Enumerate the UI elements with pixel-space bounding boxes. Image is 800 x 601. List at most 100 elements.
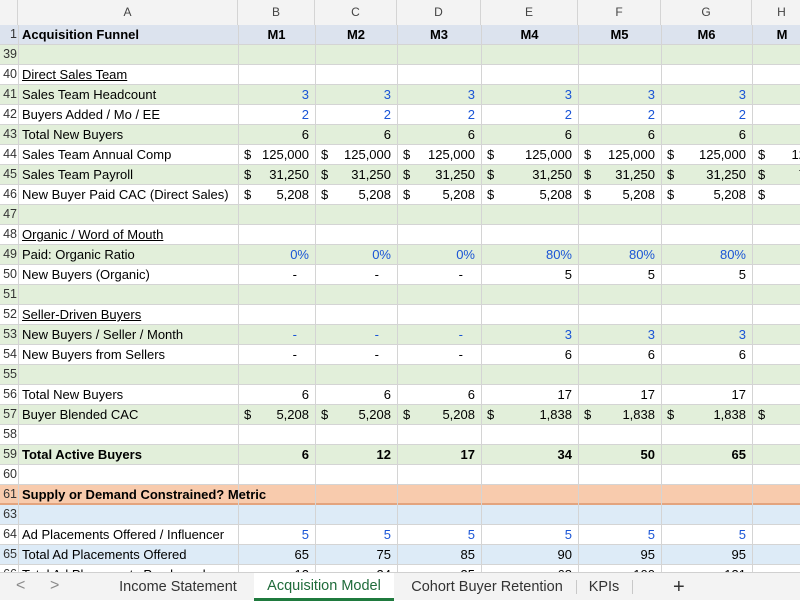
value-cell[interactable]: 6 — [238, 385, 315, 404]
tab-acquisition-model[interactable]: Acquisition Model — [254, 573, 394, 601]
column-header-h[interactable]: H — [752, 0, 800, 25]
value-cell[interactable]: 100 — [578, 565, 661, 572]
month-header[interactable]: M6 — [697, 27, 716, 42]
value-cell[interactable]: $7 — [752, 165, 800, 184]
row-number[interactable]: 59 — [3, 447, 17, 461]
value-cell[interactable]: 5 — [661, 525, 752, 544]
value-cell[interactable]: 34 — [481, 445, 578, 464]
value-cell[interactable]: $5,208 — [397, 405, 481, 424]
column-header-d[interactable]: D — [397, 0, 481, 25]
row-label[interactable] — [22, 505, 236, 524]
prev-sheet-icon[interactable]: < — [16, 577, 26, 594]
value-cell[interactable]: 85 — [397, 545, 481, 564]
value-cell[interactable]: 6 — [238, 445, 315, 464]
row-number[interactable]: 50 — [3, 267, 17, 281]
value-cell[interactable]: $5,208 — [578, 185, 661, 204]
row-number[interactable]: 54 — [3, 347, 17, 361]
month-header[interactable]: M2 — [346, 27, 366, 42]
value-cell[interactable]: 80% — [661, 245, 752, 264]
value-cell[interactable]: 6 — [481, 345, 578, 364]
value-cell[interactable]: 5 — [481, 265, 578, 284]
value-cell[interactable]: 80% — [481, 245, 578, 264]
value-cell[interactable]: 2 — [578, 105, 661, 124]
value-cell[interactable]: 3 — [315, 85, 397, 104]
value-cell[interactable]: 2 — [238, 105, 315, 124]
row-label[interactable]: Total Ad Placements Purchased — [22, 565, 236, 572]
value-cell[interactable]: 3 — [238, 85, 315, 104]
value-cell[interactable]: 3 — [578, 325, 661, 344]
value-cell[interactable]: $5,208 — [315, 185, 397, 204]
value-cell[interactable]: 68 — [481, 565, 578, 572]
row-label[interactable]: Sales Team Annual Comp — [22, 147, 172, 162]
tab-income-statement[interactable]: Income Statement — [119, 579, 237, 595]
column-header-g[interactable]: G — [661, 0, 752, 25]
row-label[interactable]: Buyer Blended CAC — [22, 407, 139, 422]
value-cell[interactable]: $ — [752, 405, 800, 424]
value-cell[interactable]: 2 — [661, 105, 752, 124]
value-cell[interactable]: 131 — [661, 565, 752, 572]
select-all-corner[interactable] — [0, 0, 18, 25]
row-label[interactable]: Ad Placements Offered / Influencer — [22, 527, 225, 542]
row-number[interactable]: 53 — [3, 327, 17, 341]
row-label[interactable]: Sales Team Payroll — [22, 167, 134, 182]
value-cell[interactable]: 6 — [315, 385, 397, 404]
value-cell[interactable]: 12 — [238, 565, 315, 572]
value-cell[interactable]: 5 — [481, 525, 578, 544]
value-cell[interactable]: $ — [752, 185, 800, 204]
row-number[interactable]: 64 — [3, 527, 17, 541]
value-cell[interactable]: 0% — [238, 245, 315, 264]
month-header[interactable]: M5 — [610, 27, 629, 42]
row-number[interactable]: 39 — [3, 47, 17, 61]
value-cell[interactable]: 17 — [661, 385, 752, 404]
value-cell[interactable]: $31,250 — [661, 165, 752, 184]
value-cell[interactable]: 5 — [397, 525, 481, 544]
value-cell[interactable]: 12 — [315, 445, 397, 464]
row-label[interactable]: Total New Buyers — [22, 387, 124, 402]
row-number[interactable]: 41 — [3, 87, 17, 101]
value-cell[interactable]: 3 — [397, 85, 481, 104]
row-label[interactable] — [22, 365, 236, 384]
value-cell[interactable]: 65 — [238, 545, 315, 564]
row-number[interactable]: 42 — [3, 107, 17, 121]
next-sheet-icon[interactable]: > — [50, 577, 60, 594]
value-cell[interactable]: $125,000 — [238, 145, 315, 164]
value-cell[interactable]: $31,250 — [578, 165, 661, 184]
value-cell[interactable]: 6 — [315, 125, 397, 144]
row-number[interactable]: 44 — [3, 147, 17, 161]
row-label[interactable]: Sales Team Headcount — [22, 87, 157, 102]
row-number[interactable]: 58 — [3, 427, 17, 441]
month-header[interactable]: M1 — [267, 27, 286, 42]
value-cell[interactable]: $1,838 — [578, 405, 661, 424]
row-label[interactable]: Seller-Driven Buyers — [22, 307, 142, 322]
value-cell[interactable]: - — [238, 345, 315, 364]
value-cell[interactable]: - — [397, 265, 481, 284]
row-number[interactable]: 65 — [3, 547, 17, 561]
row-number[interactable]: 61 — [3, 487, 17, 501]
value-cell[interactable]: 95 — [661, 545, 752, 564]
value-cell[interactable]: 35 — [397, 565, 481, 572]
value-cell[interactable]: $5,208 — [481, 185, 578, 204]
value-cell[interactable]: 65 — [661, 445, 752, 464]
value-cell[interactable]: - — [397, 325, 481, 344]
add-sheet-icon[interactable]: + — [673, 576, 685, 598]
row-label[interactable] — [22, 205, 236, 224]
tab-kpis[interactable]: KPIs — [588, 579, 620, 595]
row-number[interactable]: 66 — [0, 565, 17, 572]
month-header[interactable]: M3 — [429, 27, 449, 42]
value-cell[interactable]: 6 — [397, 385, 481, 404]
value-cell[interactable]: 95 — [578, 545, 661, 564]
value-cell[interactable]: 6 — [578, 125, 661, 144]
value-cell[interactable]: 5 — [315, 525, 397, 544]
value-cell[interactable]: 0% — [397, 245, 481, 264]
value-cell[interactable]: $5,208 — [238, 185, 315, 204]
value-cell[interactable]: $125,000 — [481, 145, 578, 164]
row-number[interactable]: 1 — [10, 27, 17, 41]
row-label[interactable] — [22, 425, 236, 444]
value-cell[interactable]: $125,000 — [578, 145, 661, 164]
value-cell[interactable]: - — [238, 265, 315, 284]
row-number[interactable]: 43 — [3, 127, 17, 141]
row-label[interactable]: New Buyers from Sellers — [22, 347, 166, 362]
value-cell[interactable]: 17 — [481, 385, 578, 404]
